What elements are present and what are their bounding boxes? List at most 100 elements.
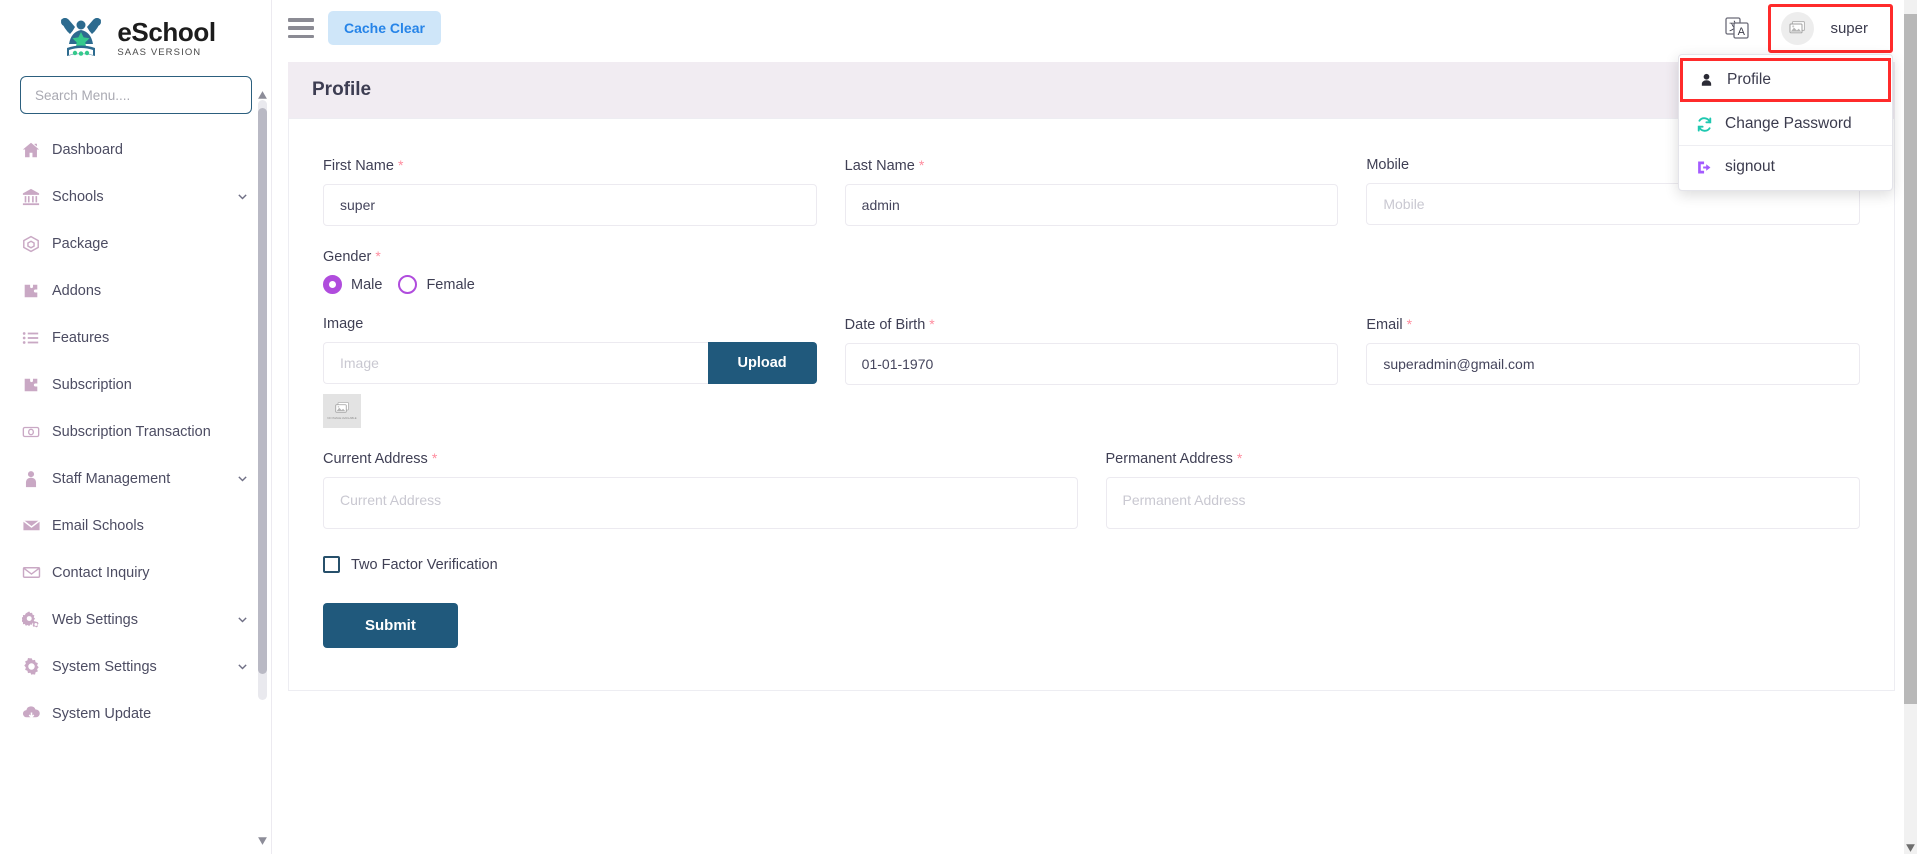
sidebar-item-package[interactable]: Package xyxy=(0,220,271,267)
radio-option-female[interactable]: Female xyxy=(398,275,475,294)
cloud-download-icon xyxy=(22,704,48,723)
user-menu-button[interactable]: super xyxy=(1768,3,1893,53)
image-input[interactable] xyxy=(323,342,708,384)
field-mobile: Mobile xyxy=(1366,157,1861,226)
field-image: Image Upload NO IMAGE AVAILABLE xyxy=(323,316,817,428)
two-factor-verification-row[interactable]: Two Factor Verification xyxy=(323,556,1860,573)
menu-item-change-password[interactable]: Change Password xyxy=(1679,103,1892,146)
sidebar-scroll-up-arrow[interactable] xyxy=(257,88,268,99)
sidebar-item-web-settings[interactable]: Web Settings xyxy=(0,596,271,643)
menu-item-label: Change Password xyxy=(1725,115,1852,132)
sidebar-item-label: Schools xyxy=(52,188,104,205)
cache-clear-button[interactable]: Cache Clear xyxy=(328,11,441,45)
page-banner: Profile xyxy=(288,62,1895,118)
no-image-placeholder-icon xyxy=(1789,21,1805,34)
refresh-icon xyxy=(1695,116,1713,133)
radio-male[interactable] xyxy=(323,275,342,294)
sidebar-menu: Dashboard Schools Package Addons xyxy=(0,126,271,777)
sidebar-item-label: Package xyxy=(52,235,109,252)
form-row-gender: Gender * Male Female xyxy=(323,248,1860,294)
required-asterisk: * xyxy=(397,157,404,173)
first-name-label: First Name * xyxy=(323,157,817,174)
list-icon xyxy=(22,329,48,347)
sidebar-item-staff-management[interactable]: Staff Management xyxy=(0,455,271,502)
menu-item-signout[interactable]: signout xyxy=(1679,146,1892,188)
user-icon xyxy=(1697,73,1715,88)
sidebar-item-email-schools[interactable]: Email Schools xyxy=(0,502,271,549)
sidebar-item-system-settings[interactable]: System Settings xyxy=(0,643,271,690)
form-row-names: First Name * Last Name * Mobile xyxy=(323,157,1861,226)
sidebar-item-dashboard[interactable]: Dashboard xyxy=(0,126,271,173)
label-text: Date of Birth xyxy=(844,317,926,333)
required-asterisk: * xyxy=(1236,450,1243,466)
no-image-placeholder-icon xyxy=(334,402,349,413)
two-factor-checkbox[interactable] xyxy=(323,556,340,573)
gender-options: Male Female xyxy=(323,275,817,294)
radio-female[interactable] xyxy=(398,275,418,294)
radio-female-label: Female xyxy=(426,276,475,293)
brand-logo[interactable]: eSchool SAAS VERSION xyxy=(0,0,271,70)
email-label: Email * xyxy=(1366,316,1860,333)
form-row-addresses: Current Address * Permanent Address * xyxy=(323,450,1860,534)
sidebar-item-label: Web Settings xyxy=(52,611,138,628)
current-address-label: Current Address * xyxy=(323,450,1078,467)
profile-form-card: First Name * Last Name * Mobile xyxy=(288,118,1895,691)
sidebar-item-schools[interactable]: Schools xyxy=(0,173,271,220)
gender-label: Gender * xyxy=(323,248,817,265)
chevron-down-icon xyxy=(236,190,249,203)
user-tie-icon xyxy=(22,470,48,488)
chevron-down-icon xyxy=(236,613,249,626)
label-text: Current Address xyxy=(323,451,428,467)
last-name-input[interactable] xyxy=(844,184,1339,226)
sidebar-item-subscription[interactable]: Subscription xyxy=(0,361,271,408)
chevron-down-icon xyxy=(236,472,249,485)
topbar: Cache Clear 文 A xyxy=(272,0,1917,56)
chevron-down-icon xyxy=(236,660,249,673)
sidebar-item-addons[interactable]: Addons xyxy=(0,267,271,314)
mobile-input[interactable] xyxy=(1366,183,1861,225)
puzzle-icon xyxy=(22,282,48,300)
search-input[interactable] xyxy=(20,76,252,114)
sidebar-item-subscription-transaction[interactable]: Subscription Transaction xyxy=(0,408,271,455)
field-gender: Gender * Male Female xyxy=(323,248,817,294)
sidebar-item-label: Email Schools xyxy=(52,517,144,534)
cube-icon xyxy=(22,235,48,253)
first-name-input[interactable] xyxy=(323,184,817,226)
sidebar-scroll-down-arrow[interactable] xyxy=(257,833,268,845)
gear-icon xyxy=(22,657,48,676)
menu-item-profile[interactable]: Profile xyxy=(1680,58,1891,102)
envelope-filled-icon xyxy=(22,516,48,535)
sidebar-scrollbar-thumb[interactable] xyxy=(258,108,267,674)
field-current-address: Current Address * xyxy=(323,450,1078,534)
sidebar-item-label: Subscription Transaction xyxy=(52,423,211,440)
submit-button[interactable]: Submit xyxy=(323,603,458,648)
date-of-birth-input[interactable] xyxy=(844,343,1339,385)
menu-item-label: signout xyxy=(1725,158,1775,175)
translate-icon[interactable]: 文 A xyxy=(1724,15,1750,41)
page-scrollbar-thumb[interactable] xyxy=(1904,14,1917,704)
content-area: Profile First Name * Last Name * xyxy=(272,56,1917,854)
sidebar-item-features[interactable]: Features xyxy=(0,314,271,361)
gears-icon xyxy=(22,610,48,629)
sidebar-item-contact-inquiry[interactable]: Contact Inquiry xyxy=(0,549,271,596)
avatar xyxy=(1781,11,1815,45)
school-children-logo-icon xyxy=(55,14,107,62)
menu-item-label: Profile xyxy=(1727,71,1771,88)
current-address-textarea[interactable] xyxy=(323,477,1078,529)
sidebar-item-label: Subscription xyxy=(52,376,132,393)
gender-spacer-1 xyxy=(845,248,1339,294)
main-area: Cache Clear 文 A xyxy=(272,0,1917,854)
sidebar-item-label: System Update xyxy=(52,705,152,722)
hamburger-icon[interactable] xyxy=(288,18,314,38)
two-factor-label: Two Factor Verification xyxy=(351,556,498,573)
sidebar-item-label: Staff Management xyxy=(52,470,171,487)
sidebar-item-label: Addons xyxy=(52,282,102,299)
upload-button[interactable]: Upload xyxy=(707,342,817,384)
permanent-address-textarea[interactable] xyxy=(1105,477,1860,529)
sidebar-item-system-update[interactable]: System Update xyxy=(0,690,271,737)
page-scroll-down-arrow[interactable] xyxy=(1905,840,1916,852)
home-icon xyxy=(22,141,48,159)
radio-option-male[interactable]: Male xyxy=(323,275,382,294)
email-input[interactable] xyxy=(1366,343,1861,385)
brand-tagline: SAAS VERSION xyxy=(117,46,202,58)
